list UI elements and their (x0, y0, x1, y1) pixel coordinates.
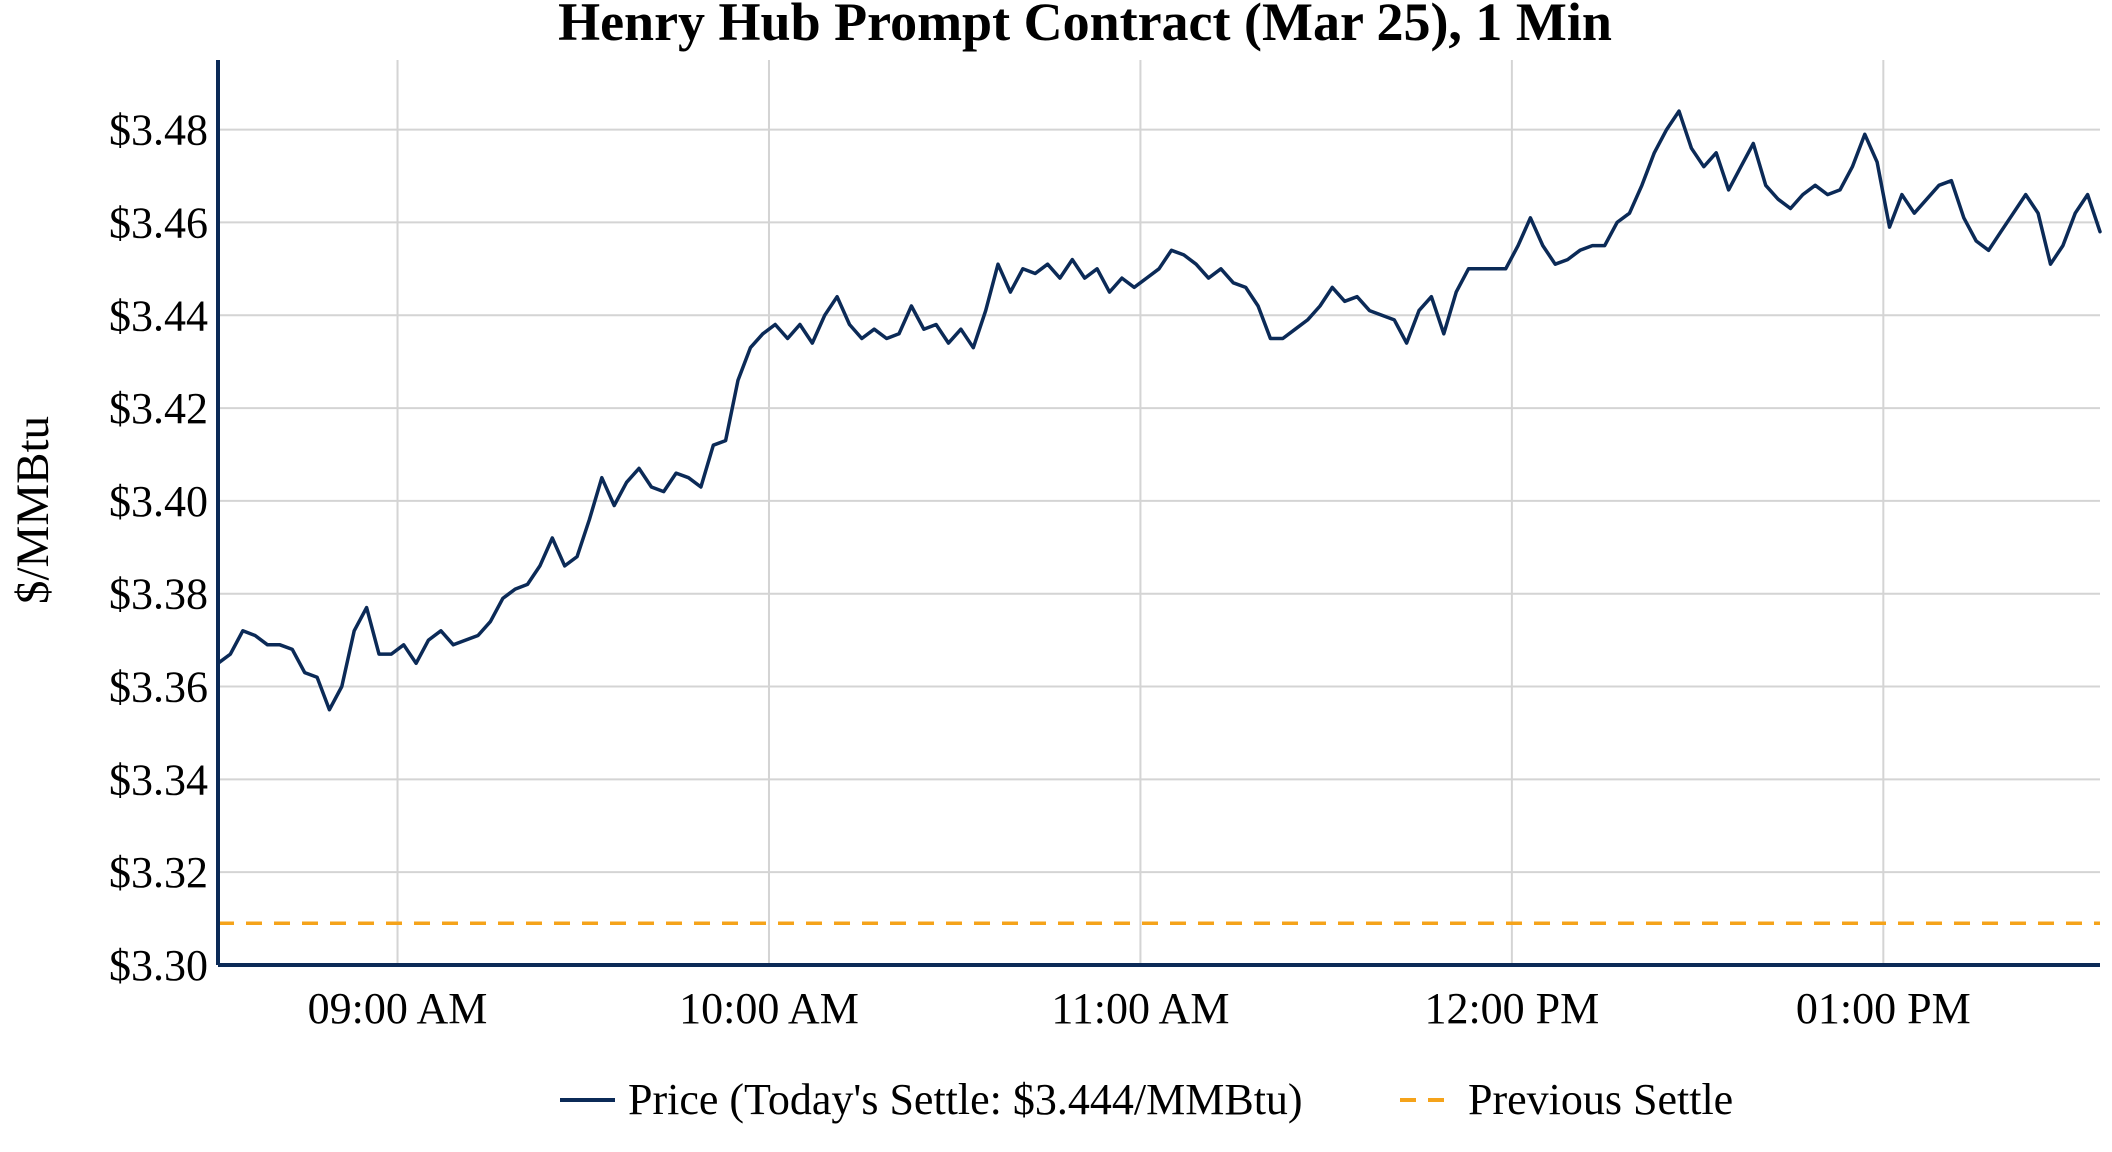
y-tick-label: $3.30 (109, 941, 208, 990)
legend: Price (Today's Settle: $3.444/MMBtu) Pre… (560, 1075, 1733, 1124)
legend-label-price: Price (Today's Settle: $3.444/MMBtu) (628, 1075, 1303, 1124)
series-layer (216, 109, 2102, 925)
chart-title: Henry Hub Prompt Contract (Mar 25), 1 Mi… (558, 0, 1612, 52)
y-tick-label: $3.40 (109, 477, 208, 526)
x-tick-label: 01:00 PM (1796, 984, 1971, 1033)
y-tick-label: $3.48 (109, 106, 208, 155)
y-tick-label: $3.42 (109, 384, 208, 433)
y-tick-label: $3.34 (109, 755, 208, 804)
tick-labels: $3.30 $3.32 $3.34 $3.36 $3.38 $3.40 $3.42 $3.44… (109, 106, 1971, 1033)
price-line (216, 109, 2102, 712)
x-tick-label: 12:00 PM (1424, 984, 1599, 1033)
grid-lines (218, 60, 2100, 966)
legend-label-previous-settle: Previous Settle (1468, 1075, 1733, 1124)
x-tick-label: 11:00 AM (1051, 984, 1229, 1033)
legend-item-price: Price (Today's Settle: $3.444/MMBtu) (560, 1075, 1303, 1124)
y-tick-label: $3.44 (109, 291, 208, 340)
y-tick-label: $3.36 (109, 663, 208, 712)
x-tick-label: 09:00 AM (308, 984, 488, 1033)
axes (216, 60, 2100, 967)
legend-item-previous-settle: Previous Settle (1400, 1075, 1733, 1124)
x-tick-label: 10:00 AM (679, 984, 859, 1033)
y-axis-title: $/MMBtu (7, 416, 59, 604)
y-tick-label: $3.46 (109, 198, 208, 247)
y-tick-label: $3.38 (109, 570, 208, 619)
y-tick-label: $3.32 (109, 848, 208, 897)
